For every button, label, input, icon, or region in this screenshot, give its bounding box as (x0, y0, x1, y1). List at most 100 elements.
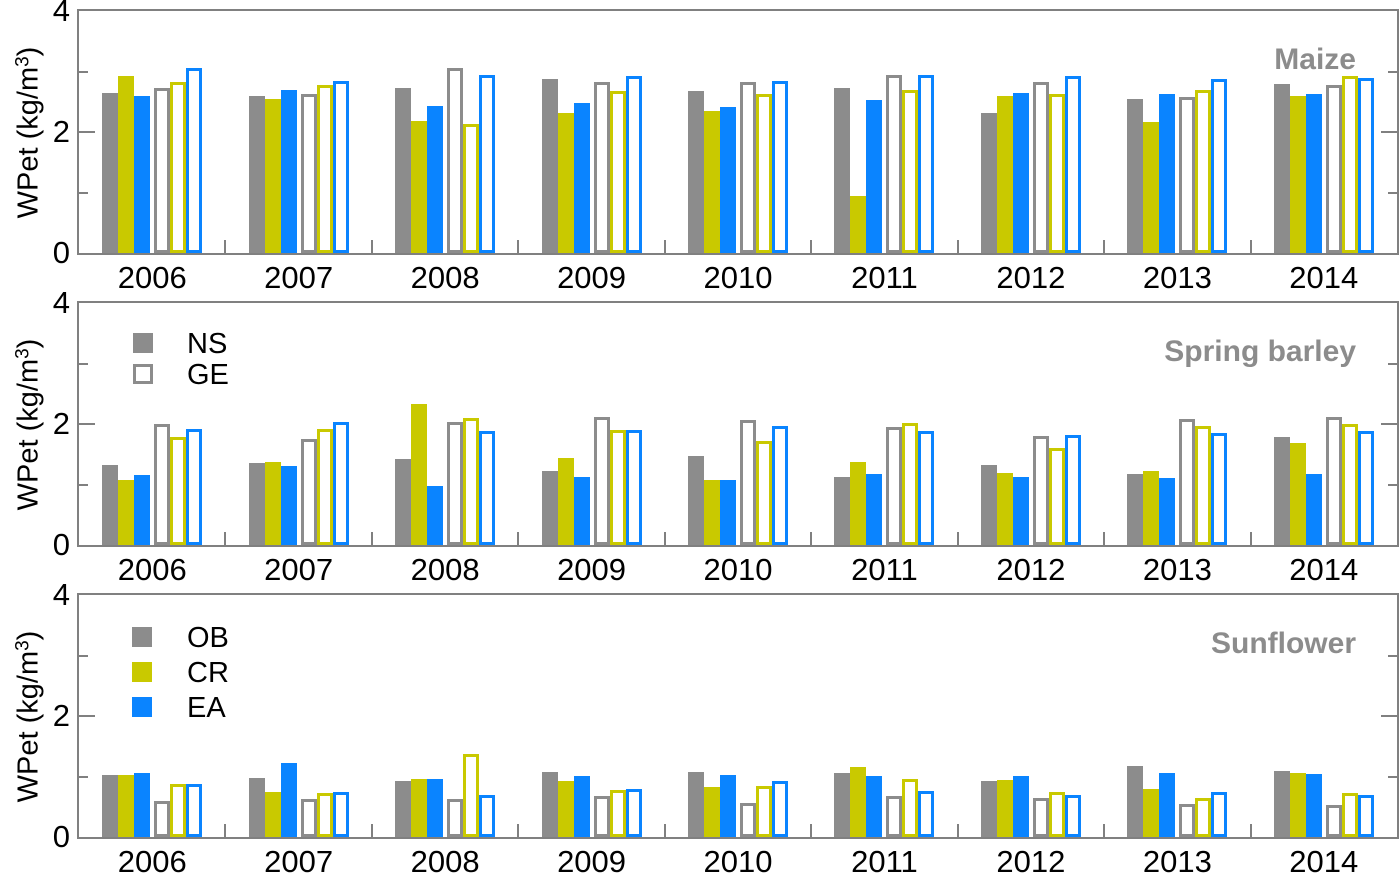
bar-ge-ob-2012 (1033, 798, 1049, 837)
bar-ge-cr-2009 (610, 430, 626, 545)
bar-ge-ob-2008 (447, 799, 463, 837)
bar-ge-ob-2013 (1179, 419, 1195, 545)
legend-label-ge: GE (187, 359, 229, 391)
y-axis-label-pre: WPet (kg/m (12, 650, 45, 802)
bar-ns-ea-2014 (1306, 94, 1322, 253)
bar-ge-ea-2008 (479, 795, 495, 837)
x-tick-label-2014: 2014 (1289, 844, 1359, 873)
x-tick-label-2009: 2009 (557, 844, 627, 873)
bar-ns-cr-2006 (118, 480, 134, 545)
bar-ge-cr-2014 (1342, 793, 1358, 837)
bar-ge-cr-2008 (463, 754, 479, 837)
bar-ge-cr-2012 (1049, 94, 1065, 253)
legend-swatch-ns (133, 333, 153, 353)
bar-ge-ob-2006 (154, 88, 170, 253)
x-minor-tick (956, 532, 959, 545)
y-tick-label-0: 0 (52, 527, 70, 562)
y-minor-tick (1388, 483, 1397, 486)
y-axis-label-sup: 3 (12, 347, 34, 359)
bar-ns-ob-2009 (542, 471, 558, 545)
x-minor-tick (370, 824, 373, 837)
y-tick-label-4: 4 (52, 577, 70, 612)
bar-ge-ob-2013 (1179, 804, 1195, 837)
x-tick-label-2013: 2013 (1142, 260, 1212, 295)
bar-ns-ob-2006 (102, 93, 118, 253)
x-tick-label-2011: 2011 (851, 844, 918, 873)
bar-ns-cr-2006 (118, 775, 134, 837)
x-minor-tick (224, 532, 227, 545)
x-minor-tick (1249, 240, 1252, 253)
y-axis-label: WPet (kg/m3) (0, 11, 58, 253)
bar-ge-cr-2013 (1195, 426, 1211, 545)
bar-ns-cr-2014 (1290, 773, 1306, 837)
bar-ge-ea-2006 (186, 784, 202, 837)
bar-ge-ob-2010 (740, 803, 756, 837)
x-tick-label-2007: 2007 (264, 844, 334, 873)
bar-ge-cr-2010 (756, 94, 772, 253)
bar-ns-ea-2006 (134, 475, 150, 545)
y-minor-tick (1388, 70, 1397, 73)
bar-ns-cr-2006 (118, 76, 134, 253)
bar-ns-ob-2007 (249, 463, 265, 545)
x-tick-label-2012: 2012 (996, 260, 1066, 295)
bar-ge-ob-2014 (1326, 417, 1342, 545)
bar-ge-ea-2014 (1358, 78, 1374, 253)
x-minor-tick (1249, 824, 1252, 837)
x-minor-tick (810, 532, 813, 545)
bar-ge-ea-2011 (918, 75, 934, 253)
bar-ns-ea-2014 (1306, 474, 1322, 545)
bar-ge-ob-2011 (886, 75, 902, 253)
x-minor-tick (1103, 824, 1106, 837)
bar-ns-cr-2007 (265, 792, 281, 837)
bar-ge-ea-2009 (626, 789, 642, 837)
bar-ge-ob-2010 (740, 82, 756, 253)
bar-ge-ea-2006 (186, 429, 202, 545)
bar-ns-cr-2010 (704, 787, 720, 837)
bar-ge-cr-2011 (902, 90, 918, 253)
bar-ns-ea-2006 (134, 96, 150, 253)
y-tick-label-2: 2 (52, 114, 70, 149)
plot-area-spring-barley (77, 301, 1399, 547)
bar-ge-cr-2007 (317, 793, 333, 837)
y-axis-label: WPet (kg/m3) (0, 595, 58, 837)
x-minor-tick (810, 824, 813, 837)
legend-swatch-ge (133, 364, 153, 384)
bar-ge-ea-2007 (333, 792, 349, 837)
x-minor-tick (1103, 240, 1106, 253)
bar-ns-ea-2009 (574, 477, 590, 545)
bar-ns-cr-2013 (1143, 122, 1159, 253)
legend-label-ns: NS (187, 328, 228, 360)
bar-ns-cr-2010 (704, 480, 720, 545)
bar-ge-ea-2007 (333, 81, 349, 253)
x-tick-label-2014: 2014 (1289, 552, 1359, 587)
bar-ns-ea-2012 (1013, 776, 1029, 837)
bar-ns-ob-2008 (395, 459, 411, 545)
y-major-tick (1381, 131, 1397, 133)
bar-ns-ea-2010 (720, 480, 736, 545)
bar-ge-ob-2006 (154, 801, 170, 837)
bar-ns-ob-2008 (395, 88, 411, 253)
x-tick-label-2006: 2006 (117, 552, 187, 587)
x-tick-label-2011: 2011 (851, 552, 918, 587)
bar-ge-ob-2008 (447, 68, 463, 253)
bar-ge-ea-2013 (1211, 79, 1227, 253)
bar-ns-cr-2012 (997, 473, 1013, 545)
panel-title-spring-barley: Spring barley (1164, 335, 1356, 368)
y-tick-label-0: 0 (52, 235, 70, 270)
bar-ns-ob-2009 (542, 79, 558, 253)
x-minor-tick (956, 824, 959, 837)
bar-ge-ob-2014 (1326, 805, 1342, 837)
bar-ns-ob-2008 (395, 781, 411, 837)
bar-ns-ob-2013 (1127, 99, 1143, 253)
bar-ge-ea-2010 (772, 81, 788, 253)
y-axis-label-text: WPet (kg/m3) (13, 630, 46, 802)
bar-ge-ea-2012 (1065, 76, 1081, 253)
x-minor-tick (663, 240, 666, 253)
y-axis-label-sup: 3 (12, 639, 34, 651)
bar-ge-ea-2009 (626, 430, 642, 545)
bar-ns-ea-2006 (134, 773, 150, 837)
bar-ge-ea-2013 (1211, 792, 1227, 837)
bar-ge-ea-2011 (918, 431, 934, 545)
x-minor-tick (370, 240, 373, 253)
